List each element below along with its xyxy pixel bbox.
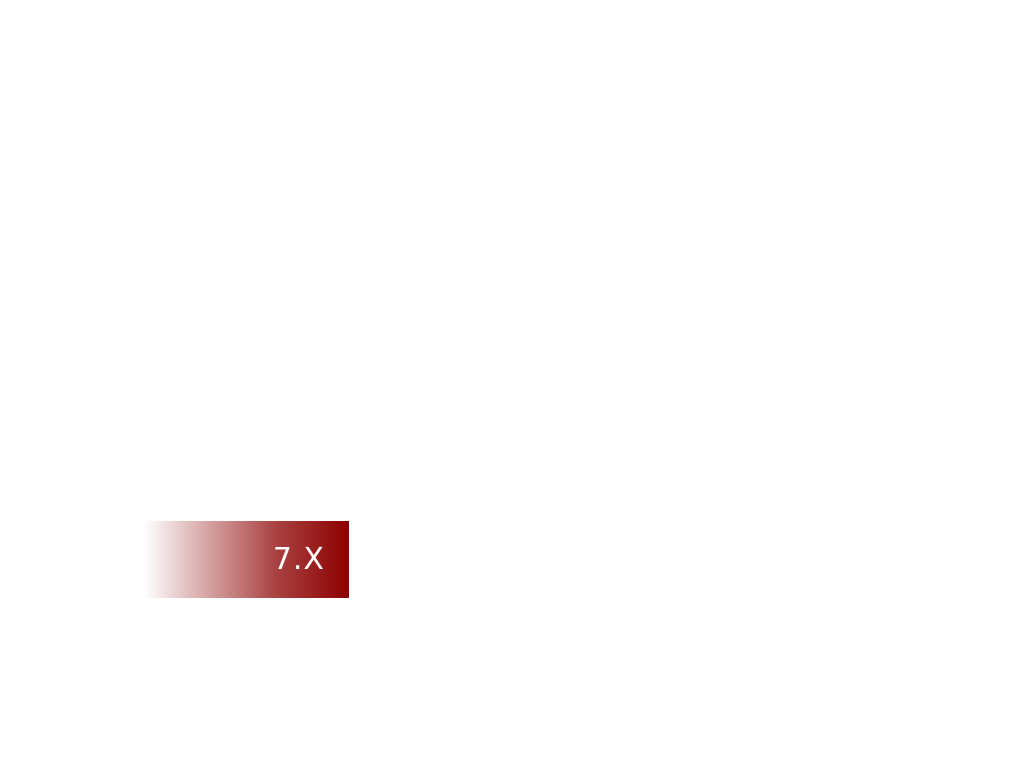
section-number-label: 7.X: [272, 541, 325, 577]
section-number-banner: 7.X: [144, 521, 349, 598]
